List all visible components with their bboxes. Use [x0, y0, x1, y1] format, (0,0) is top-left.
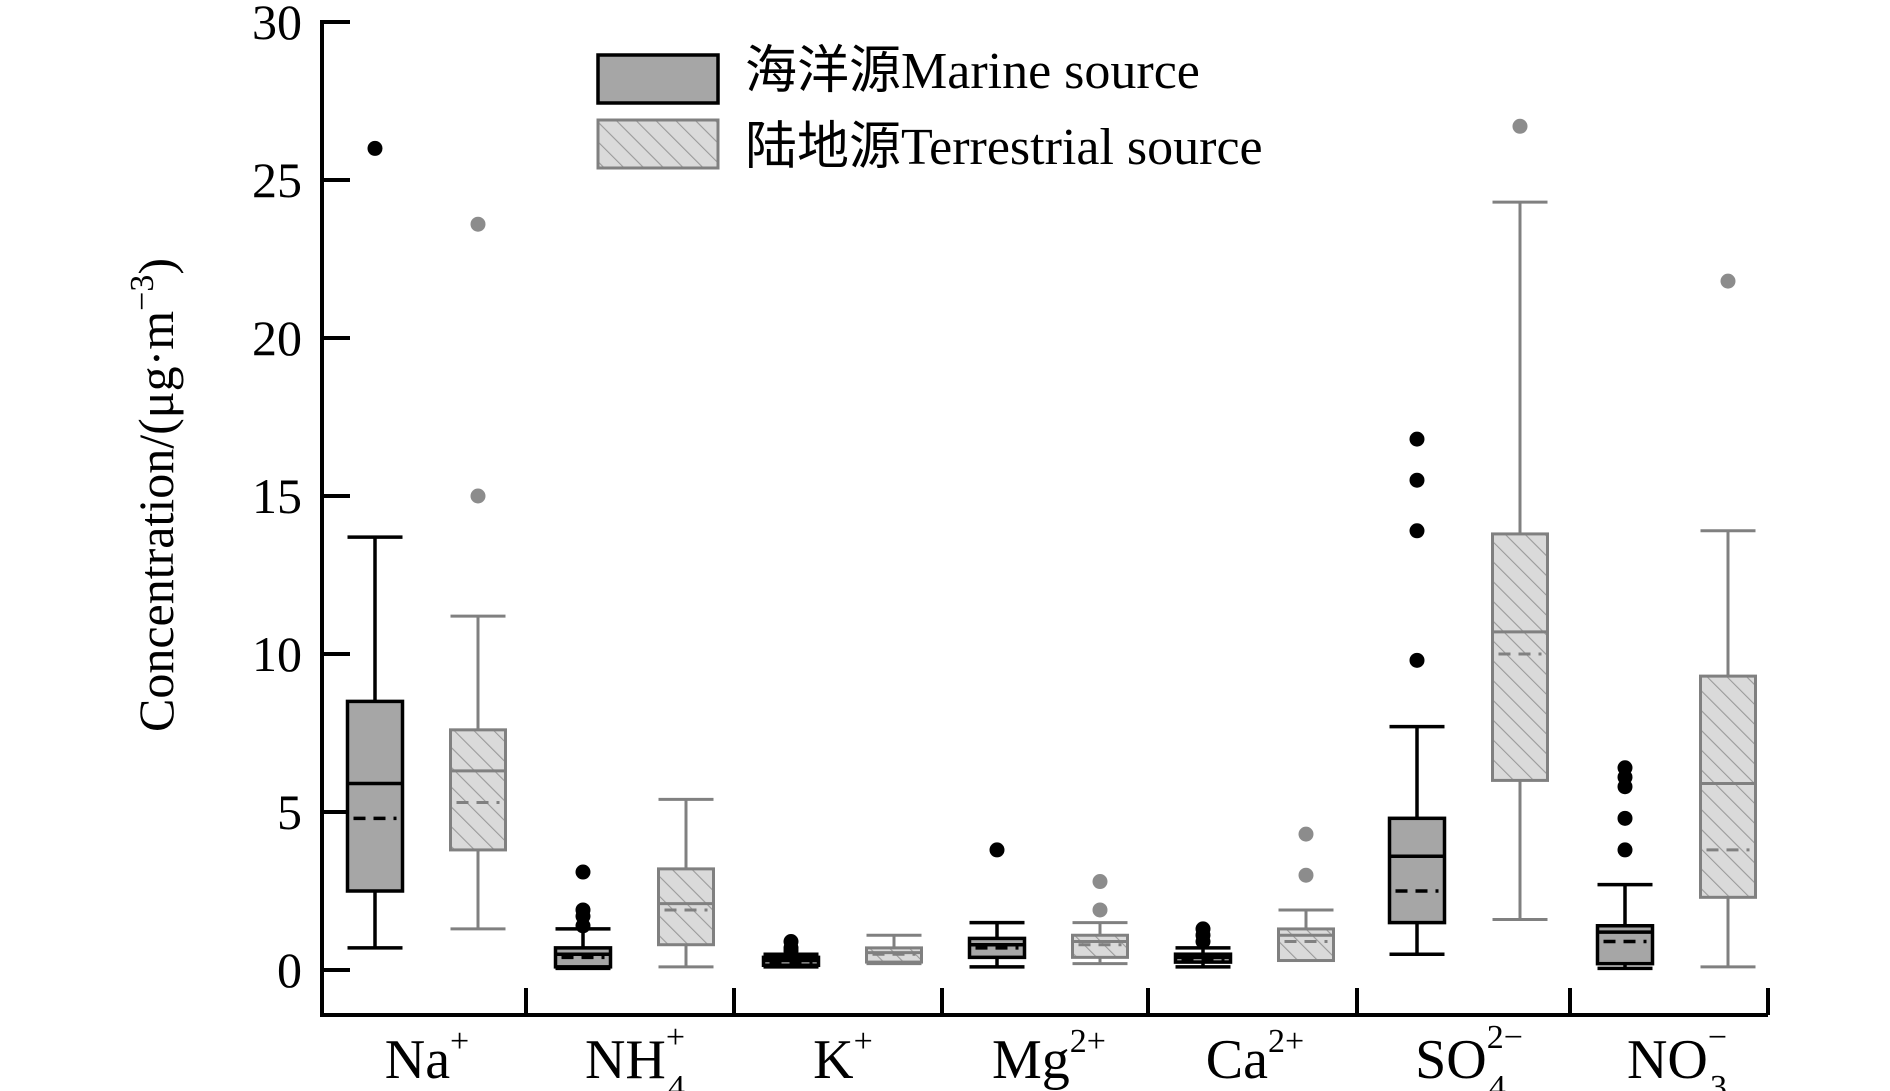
legend-swatch-marine	[596, 53, 720, 105]
box-iqr	[1491, 532, 1549, 782]
outlier-point	[1720, 273, 1736, 289]
outlier-point	[1298, 867, 1314, 883]
y-tick-label: 30	[252, 0, 302, 50]
box-terrestrial	[865, 933, 923, 966]
outlier-point	[1512, 118, 1528, 134]
outlier-point	[575, 902, 591, 918]
y-axis-title-exponent: −3	[124, 275, 161, 311]
category-label: Mg2+	[992, 1023, 1106, 1091]
category-label: Na+	[385, 1023, 469, 1091]
box-terrestrial	[1277, 826, 1335, 963]
outlier-point	[1617, 842, 1633, 858]
y-axis-ticks: 0 5 10 15 20 25 30	[252, 0, 350, 998]
y-axis-title-close: )	[128, 258, 184, 275]
legend-label-marine: 海洋源Marine source	[745, 43, 1200, 100]
outlier-point	[783, 934, 799, 950]
x-axis-labels: Na+ NH+ 4 K+ Mg2+ Ca2+ SO2− 4 NO− 3	[385, 1019, 1727, 1091]
category-label: Ca2+	[1206, 1023, 1304, 1091]
outlier-point	[1617, 760, 1633, 776]
outlier-point	[470, 488, 486, 504]
outlier-point	[1092, 874, 1108, 890]
y-tick-label: 25	[252, 152, 302, 208]
category-label: K+	[813, 1023, 873, 1091]
outlier-point	[367, 140, 383, 156]
category-label: NO− 3	[1627, 1019, 1727, 1091]
outlier-point	[1409, 431, 1425, 447]
box-iqr	[449, 728, 507, 852]
outlier-point	[1409, 523, 1425, 539]
outlier-point	[470, 216, 486, 232]
outlier-point	[575, 864, 591, 880]
box-marine	[1387, 431, 1447, 956]
box-terrestrial	[1699, 273, 1757, 969]
outlier-point	[989, 842, 1005, 858]
legend-label-terrestrial: 陆地源Terrestrial source	[745, 119, 1263, 176]
box-marine	[967, 842, 1027, 969]
y-tick-label: 20	[252, 310, 302, 366]
box-marine	[761, 934, 821, 969]
y-tick-label: 10	[252, 626, 302, 682]
box-marine	[345, 140, 405, 950]
legend: 海洋源Marine source 陆地源Terrestrial source	[596, 43, 1263, 176]
box-terrestrial	[657, 797, 715, 969]
box-iqr	[345, 699, 405, 893]
box-marine	[553, 864, 613, 971]
y-axis-title-main: Concentration/(μg·m	[128, 311, 184, 732]
outlier-point	[1409, 652, 1425, 668]
y-tick-label: 15	[252, 468, 302, 524]
box-marine	[1595, 760, 1655, 971]
box-terrestrial	[1071, 874, 1129, 966]
box-marine	[1173, 921, 1233, 969]
box-iqr	[657, 867, 715, 947]
outlier-point	[1298, 826, 1314, 842]
axes	[320, 20, 1770, 1017]
category-label: SO2− 4	[1415, 1019, 1523, 1091]
outlier-point	[1092, 902, 1108, 918]
box-terrestrial	[449, 216, 507, 931]
box-iqr	[1071, 933, 1129, 959]
y-tick-label: 5	[277, 784, 302, 840]
y-axis-title: Concentration/(μg·m−3)	[124, 258, 184, 732]
outlier-point	[1617, 810, 1633, 826]
category-label: NH+ 4	[585, 1019, 685, 1091]
box-iqr	[1699, 674, 1757, 899]
plot-area	[345, 118, 1757, 971]
y-tick-label: 0	[277, 942, 302, 998]
outlier-point	[1195, 921, 1211, 937]
box-terrestrial	[1491, 118, 1549, 921]
box-iqr	[1387, 816, 1447, 925]
outlier-point	[1409, 472, 1425, 488]
box-iqr	[1277, 927, 1335, 963]
svg-text:Concentration/(μg·m−3): Concentration/(μg·m−3)	[124, 258, 184, 732]
legend-swatch-terrestrial	[596, 118, 720, 170]
